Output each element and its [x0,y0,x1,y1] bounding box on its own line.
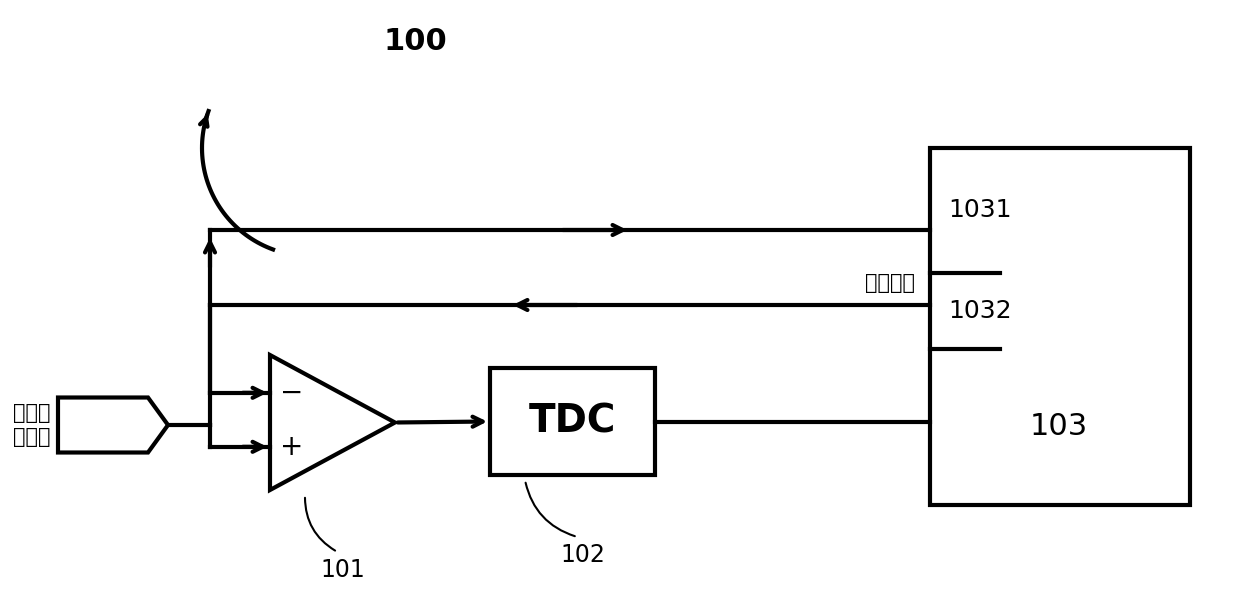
Bar [930,148,1190,505]
Text: +: + [280,433,304,461]
Text: 100: 100 [383,28,446,57]
Text: 探测阈値: 探测阈値 [866,273,915,293]
Text: 外部输
入信号: 外部输 入信号 [12,403,50,447]
Bar [490,368,655,475]
Text: −: − [280,379,304,407]
Text: TDC: TDC [528,402,616,441]
Text: 103: 103 [1030,412,1089,441]
Text: 1031: 1031 [949,198,1012,223]
Text: 1032: 1032 [949,298,1012,323]
Text: 102: 102 [560,543,605,567]
Text: 101: 101 [320,558,365,582]
